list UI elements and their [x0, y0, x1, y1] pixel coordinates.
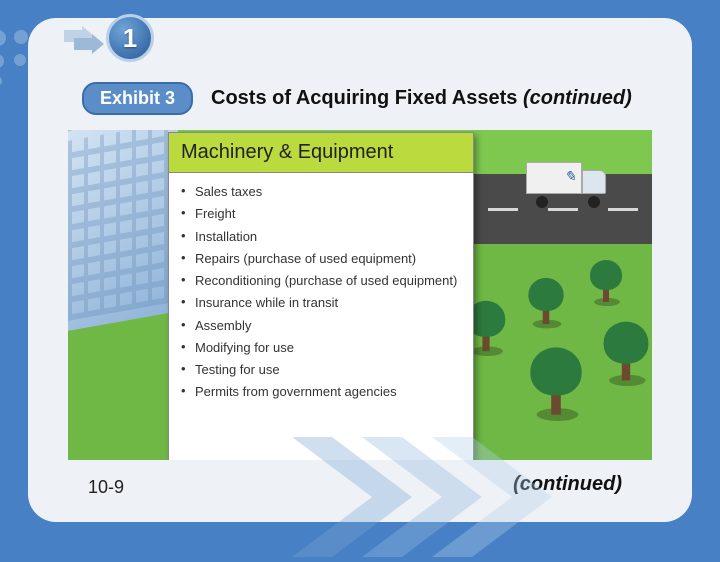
cost-panel: Machinery & Equipment Sales taxes Freigh… — [168, 132, 474, 460]
building-illustration — [68, 130, 178, 333]
list-item: Modifying for use — [181, 337, 461, 359]
arrow-decoration — [64, 26, 108, 58]
lesson-number-badge: 1 — [106, 14, 154, 62]
title-main: Costs of Acquiring Fixed Assets — [211, 87, 517, 109]
list-item: Insurance while in transit — [181, 292, 461, 314]
slide-title: Costs of Acquiring Fixed Assets (continu… — [211, 87, 632, 110]
list-item: Testing for use — [181, 359, 461, 381]
list-item: Freight — [181, 203, 461, 225]
illustration-area: ✎ Machinery & Equipment Sales taxes Frei… — [68, 130, 652, 460]
list-item: Assembly — [181, 315, 461, 337]
cost-list: Sales taxes Freight Installation Repairs… — [169, 173, 473, 410]
panel-heading: Machinery & Equipment — [169, 133, 473, 173]
exhibit-badge: Exhibit 3 — [82, 82, 193, 115]
slide-card: 1 Exhibit 3 Costs of Acquiring Fixed Ass… — [28, 18, 692, 522]
lesson-number: 1 — [123, 23, 137, 54]
list-item: Permits from government agencies — [181, 381, 461, 403]
list-item: Reconditioning (purchase of used equipme… — [181, 270, 461, 292]
list-item: Installation — [181, 226, 461, 248]
footer-chevron-decoration — [292, 437, 552, 562]
truck-logo-icon: ✎ — [564, 168, 576, 185]
list-item: Repairs (purchase of used equipment) — [181, 248, 461, 270]
list-item: Sales taxes — [181, 181, 461, 203]
page-number: 10-9 — [88, 477, 124, 498]
title-continued: (continued) — [523, 87, 632, 109]
exhibit-label: Exhibit 3 — [100, 88, 175, 108]
header-row: Exhibit 3 Costs of Acquiring Fixed Asset… — [82, 82, 652, 115]
